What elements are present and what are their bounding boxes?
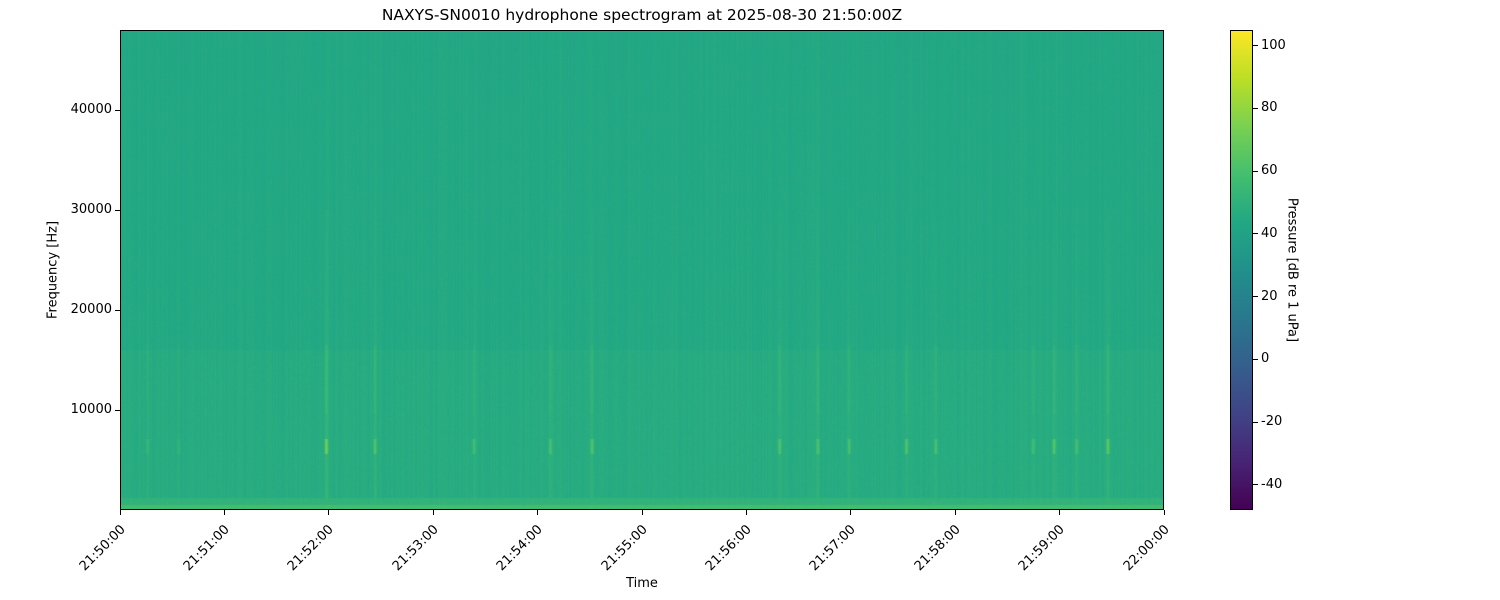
x-tick — [954, 510, 956, 515]
x-tick-label: 21:50:00 — [76, 522, 129, 575]
y-axis-label: Frequency [Hz] — [45, 220, 61, 320]
colorbar-tick-label: 80 — [1261, 100, 1278, 116]
x-tick-label: 22:00:00 — [1120, 522, 1173, 575]
y-tick-label: 40000 — [70, 102, 112, 117]
colorbar-tick — [1253, 421, 1258, 423]
colorbar — [1230, 30, 1253, 510]
y-tick — [115, 309, 120, 311]
y-tick — [115, 109, 120, 111]
colorbar-tick — [1253, 233, 1258, 235]
y-tick-label: 20000 — [70, 302, 112, 317]
colorbar-tick — [1253, 484, 1258, 486]
x-tick — [537, 510, 539, 515]
colorbar-label: Pressure [dB re 1 uPa] — [1284, 197, 1300, 343]
x-tick-label: 21:53:00 — [389, 522, 442, 575]
x-tick-label: 21:55:00 — [598, 522, 651, 575]
x-tick-label: 21:54:00 — [494, 522, 546, 575]
spectrogram-heatmap — [121, 31, 1163, 509]
colorbar-tick-label: -20 — [1261, 414, 1283, 430]
x-tick-label: 21:57:00 — [807, 522, 860, 575]
colorbar-tick — [1253, 358, 1258, 360]
colorbar-tick — [1253, 170, 1258, 172]
x-axis-label: Time — [626, 576, 658, 591]
x-tick — [223, 510, 225, 515]
x-tick — [328, 510, 330, 515]
x-tick — [432, 510, 434, 515]
x-tick — [641, 510, 643, 515]
x-tick — [1163, 510, 1165, 515]
y-tick-label: 30000 — [70, 202, 112, 217]
colorbar-tick-label: 20 — [1261, 288, 1278, 304]
x-tick-label: 21:51:00 — [180, 522, 233, 575]
x-tick-label: 21:52:00 — [285, 522, 338, 575]
plot-area — [120, 30, 1164, 510]
x-tick — [745, 510, 747, 515]
colorbar-gradient — [1231, 31, 1252, 509]
x-tick — [1059, 510, 1061, 515]
colorbar-tick — [1253, 107, 1258, 109]
x-tick — [119, 510, 121, 515]
colorbar-tick-label: 100 — [1261, 37, 1286, 53]
colorbar-tick-label: 0 — [1261, 351, 1270, 367]
y-tick-label: 10000 — [70, 402, 112, 417]
colorbar-tick-label: 40 — [1261, 225, 1278, 241]
x-tick-label: 21:56:00 — [702, 522, 755, 575]
x-tick-label: 21:58:00 — [911, 522, 964, 575]
colorbar-tick — [1253, 45, 1258, 47]
colorbar-tick-label: 60 — [1261, 163, 1278, 179]
x-tick-label: 21:59:00 — [1016, 522, 1068, 575]
y-tick — [115, 409, 120, 411]
x-tick — [850, 510, 852, 515]
chart-title: NAXYS-SN0010 hydrophone spectrogram at 2… — [381, 6, 903, 24]
colorbar-tick — [1253, 296, 1258, 298]
y-tick — [115, 209, 120, 211]
colorbar-tick-label: -40 — [1261, 476, 1283, 492]
